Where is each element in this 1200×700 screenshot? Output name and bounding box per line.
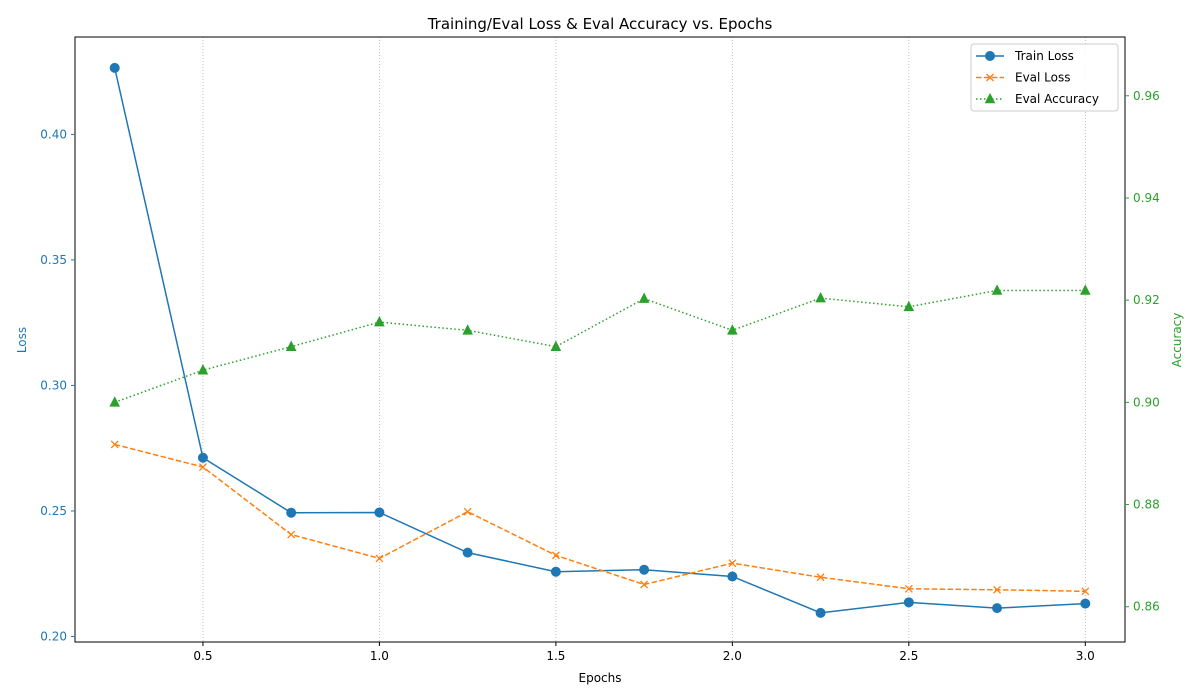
- data-point: [993, 585, 1002, 594]
- data-point: [374, 507, 385, 518]
- x-tick-label: 0.5: [193, 649, 212, 663]
- legend-label: Eval Accuracy: [1015, 92, 1099, 106]
- data-point: [727, 324, 738, 335]
- plot-frame: [74, 36, 1126, 643]
- data-point: [815, 607, 826, 618]
- data-point: [550, 566, 561, 577]
- data-point: [639, 564, 650, 575]
- data-point: [110, 440, 119, 449]
- data-point: [463, 507, 472, 516]
- data-point: [991, 284, 1003, 295]
- legend-label: Train Loss: [1014, 49, 1074, 63]
- series-1: [110, 440, 1090, 596]
- legend: Train Loss Eval Loss Eval Accuracy: [970, 43, 1119, 112]
- x-axis-title: Epochs: [579, 671, 622, 685]
- legend-label: Eval Loss: [1015, 71, 1071, 85]
- grid: [202, 37, 1086, 642]
- data-point: [198, 463, 207, 471]
- data-point: [550, 340, 562, 351]
- data-point: [287, 530, 296, 539]
- data-point: [816, 573, 825, 582]
- data-point: [462, 547, 473, 558]
- y-left-tick-label: 0.40: [40, 127, 67, 141]
- y-axis-right-title: Accuracy: [1170, 313, 1184, 368]
- data-point: [462, 324, 473, 335]
- y-right-tick-label: 0.90: [1133, 395, 1160, 409]
- legend-item: Train Loss: [976, 49, 1074, 63]
- series-2: [109, 284, 1091, 407]
- y-right-tick-label: 0.96: [1133, 89, 1160, 103]
- data-point: [197, 452, 208, 463]
- x-axis: 0.5 1.0 1.5 2.0 2.5 3.0: [193, 642, 1095, 663]
- data-point: [109, 62, 120, 73]
- series-line: [114, 443, 1086, 593]
- data-point: [727, 571, 738, 582]
- data-point: [374, 316, 385, 327]
- y-right-tick-label: 0.86: [1133, 600, 1160, 614]
- y-right-tick-label: 0.92: [1133, 293, 1160, 307]
- y-left-tick-label: 0.20: [40, 629, 67, 643]
- legend-item: Eval Accuracy: [976, 92, 1099, 106]
- data-point: [1081, 587, 1090, 596]
- legend-item: Eval Loss: [976, 71, 1071, 85]
- data-point: [640, 580, 649, 589]
- data-point: [903, 597, 914, 608]
- data-point: [903, 300, 915, 312]
- chart-title: Training/Eval Loss & Eval Accuracy vs. E…: [427, 15, 773, 33]
- series-layer: [109, 62, 1091, 618]
- data-point: [638, 292, 650, 303]
- y-right-tick-label: 0.88: [1133, 498, 1160, 512]
- data-point: [815, 292, 826, 303]
- x-tick-label: 3.0: [1076, 649, 1095, 663]
- data-point: [285, 340, 297, 351]
- y-axis-left-title: Loss: [15, 327, 29, 353]
- data-point: [728, 559, 737, 568]
- legend-marker: [985, 51, 995, 61]
- y-axis-right: 0.86 0.88 0.90 0.92 0.94 0.96: [1125, 89, 1160, 614]
- y-left-tick-label: 0.30: [40, 378, 67, 392]
- data-point: [992, 603, 1003, 614]
- legend-marker: [984, 92, 996, 104]
- series-line: [113, 67, 1086, 614]
- data-point: [197, 364, 209, 375]
- data-point: [904, 584, 913, 593]
- x-tick-label: 1.5: [546, 649, 565, 663]
- y-axis-left: 0.20 0.25 0.30 0.35 0.40: [40, 127, 75, 643]
- data-point: [1080, 598, 1091, 609]
- y-left-tick-label: 0.35: [40, 253, 67, 267]
- data-point: [286, 507, 297, 518]
- y-left-tick-label: 0.25: [40, 504, 67, 518]
- y-right-tick-label: 0.94: [1133, 191, 1160, 205]
- legend-box: [970, 43, 1119, 112]
- x-tick-label: 2.5: [899, 649, 918, 663]
- data-point: [375, 554, 384, 563]
- data-point: [109, 396, 121, 407]
- legend-marker: [986, 73, 994, 82]
- series-0: [109, 62, 1091, 618]
- x-tick-label: 2.0: [723, 649, 742, 663]
- data-point: [1079, 284, 1091, 295]
- data-point: [551, 551, 560, 560]
- x-tick-label: 1.0: [370, 649, 389, 663]
- series-line: [114, 289, 1086, 404]
